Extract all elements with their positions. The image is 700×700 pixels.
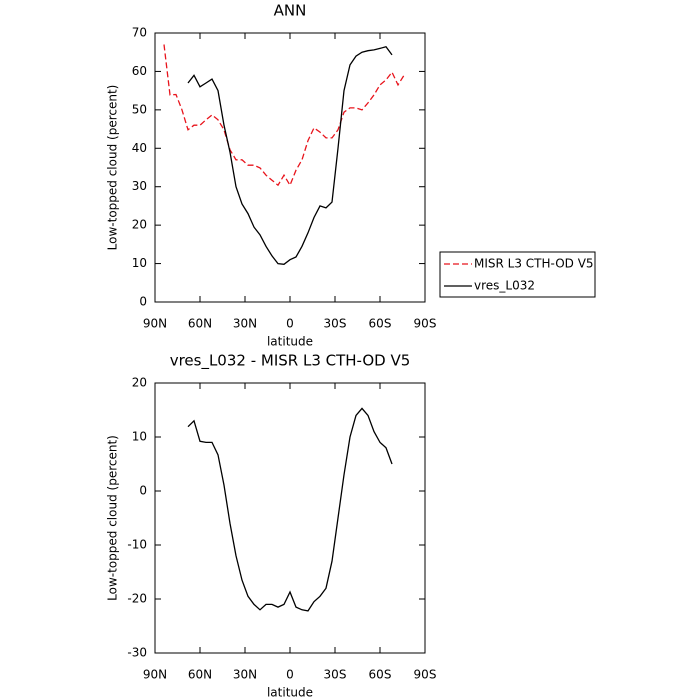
x-tick-label: 0 xyxy=(286,668,294,682)
y-tick-label: 20 xyxy=(132,376,147,390)
plot-frame xyxy=(154,382,426,654)
x-tick-label: 60S xyxy=(369,668,392,682)
legend-label: MISR L3 CTH-OD V5 xyxy=(474,257,594,271)
x-tick-label: 60N xyxy=(188,317,212,331)
legend-label: vres_L032 xyxy=(474,279,535,293)
x-tick-label: 30N xyxy=(233,668,257,682)
x-tick-label: 90N xyxy=(143,668,167,682)
x-tick-label: 30S xyxy=(324,668,347,682)
y-tick-label: -10 xyxy=(127,538,147,552)
series-line xyxy=(187,407,393,612)
y-tick-label: 10 xyxy=(132,256,147,270)
x-tick-label: 60N xyxy=(188,668,212,682)
x-tick-label: 30S xyxy=(324,317,347,331)
y-tick-label: 40 xyxy=(132,141,147,155)
y-tick-label: 30 xyxy=(132,179,147,193)
x-tick-label: 90S xyxy=(414,668,437,682)
y-tick-label: 10 xyxy=(132,430,147,444)
plot-frame xyxy=(154,32,426,303)
y-tick-label: 60 xyxy=(132,64,147,78)
series-line xyxy=(163,44,405,187)
x-axis-label: latitude xyxy=(267,335,313,349)
y-tick-label: 50 xyxy=(132,102,147,116)
chart-title: ANN xyxy=(274,2,307,20)
x-tick-label: 0 xyxy=(286,317,294,331)
x-tick-label: 60S xyxy=(369,317,392,331)
series-line xyxy=(187,46,393,265)
y-tick-label: 70 xyxy=(132,26,147,40)
x-tick-label: 30N xyxy=(233,317,257,331)
chart-title: vres_L032 - MISR L3 CTH-OD V5 xyxy=(170,352,411,371)
y-tick-label: 0 xyxy=(139,484,147,498)
legend-box xyxy=(439,251,596,298)
x-tick-label: 90N xyxy=(143,317,167,331)
y-axis-label: Low-topped cloud (percent) xyxy=(106,85,120,251)
y-tick-label: -20 xyxy=(127,592,147,606)
y-axis-label: Low-topped cloud (percent) xyxy=(106,435,120,601)
x-axis-label: latitude xyxy=(267,686,313,700)
y-tick-label: 20 xyxy=(132,218,147,232)
x-tick-label: 90S xyxy=(414,317,437,331)
y-tick-label: -30 xyxy=(127,646,147,660)
y-tick-label: 0 xyxy=(139,295,147,309)
